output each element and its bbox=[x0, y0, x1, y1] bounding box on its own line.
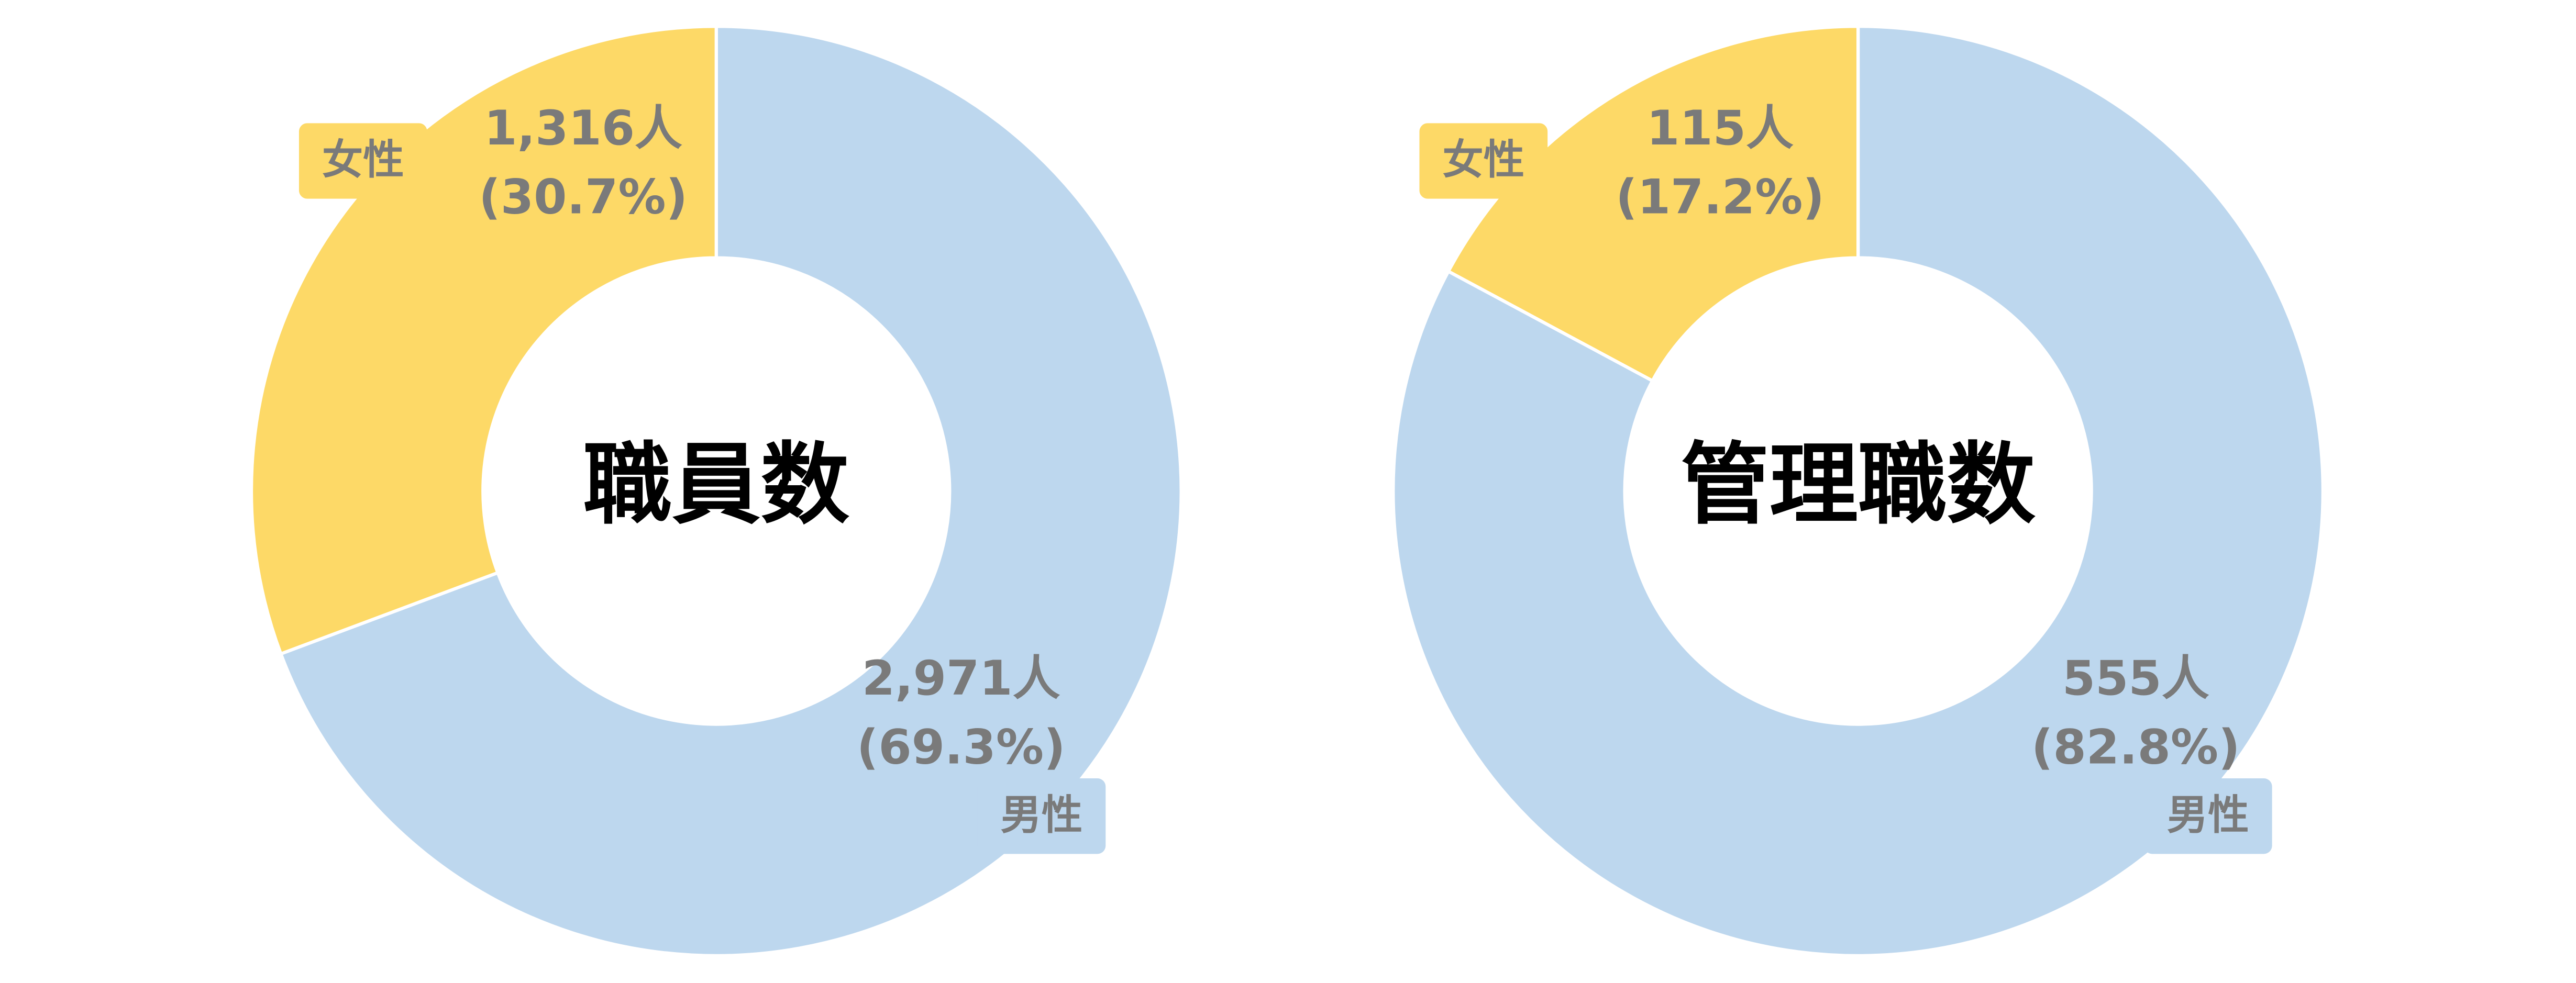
category-box bbox=[1419, 123, 1548, 199]
category-box bbox=[298, 123, 427, 199]
donut-slice bbox=[249, 25, 718, 656]
donut-title: 管理職数 bbox=[1681, 433, 2036, 536]
percent-label: (30.7%) bbox=[479, 170, 688, 225]
value-label: 2,971人 bbox=[862, 651, 1060, 706]
category-box bbox=[2143, 778, 2272, 854]
donut-title: 職員数 bbox=[583, 433, 850, 536]
value-label: 1,316人 bbox=[484, 101, 682, 156]
donut-slice bbox=[1391, 25, 2325, 957]
category-label: 男性 bbox=[1001, 791, 1083, 839]
value-label: 555人 bbox=[2062, 651, 2209, 706]
percent-label: (82.8%) bbox=[2031, 720, 2240, 775]
percent-label: (69.3%) bbox=[857, 720, 1066, 775]
percent-label: (17.2%) bbox=[1616, 170, 1825, 225]
category-box bbox=[977, 778, 1106, 854]
category-label: 男性 bbox=[2167, 791, 2249, 839]
category-label: 女性 bbox=[322, 136, 404, 184]
donut-slice bbox=[279, 25, 1183, 957]
value-label: 115人 bbox=[1646, 101, 1794, 156]
category-label: 女性 bbox=[1442, 136, 1524, 184]
